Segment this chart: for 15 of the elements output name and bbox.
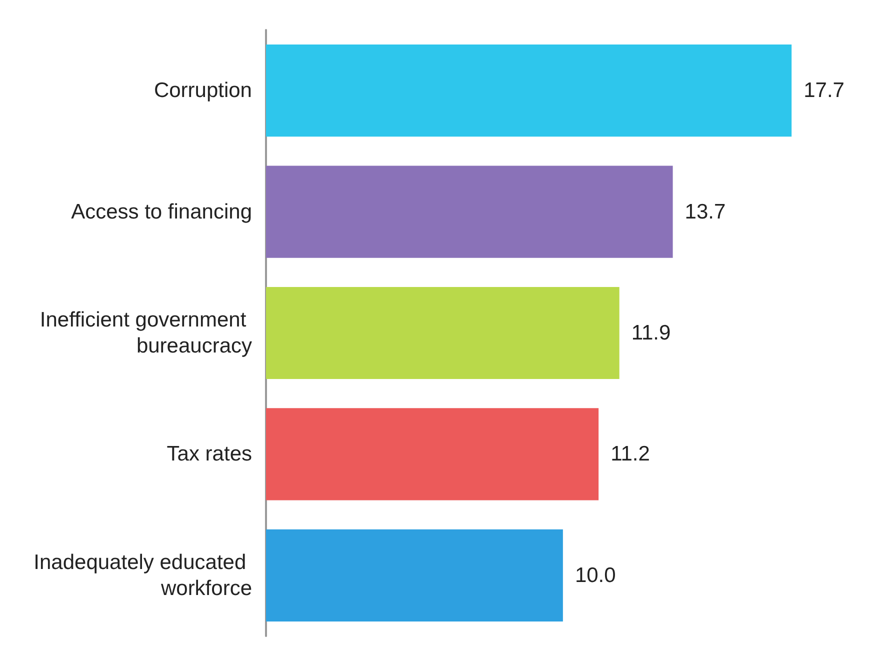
y-tick-label: Inadequately educated workforce — [34, 550, 252, 600]
y-tick-label: Corruption — [154, 79, 252, 102]
y-tick-label: Tax rates — [166, 442, 252, 466]
bar — [266, 286, 620, 380]
data-label: 11.9 — [631, 322, 671, 344]
data-label: 17.7 — [804, 79, 844, 102]
bar — [266, 408, 599, 500]
data-label: 13.7 — [684, 200, 726, 224]
y-tick-label: Access to financing — [71, 200, 252, 224]
bar — [266, 166, 673, 258]
bar — [266, 44, 792, 137]
y-tick-label: Inefficient government bureaucracy — [40, 308, 252, 358]
data-label: 11.2 — [610, 442, 650, 466]
data-label: 10.0 — [574, 564, 616, 587]
bar — [266, 529, 563, 622]
